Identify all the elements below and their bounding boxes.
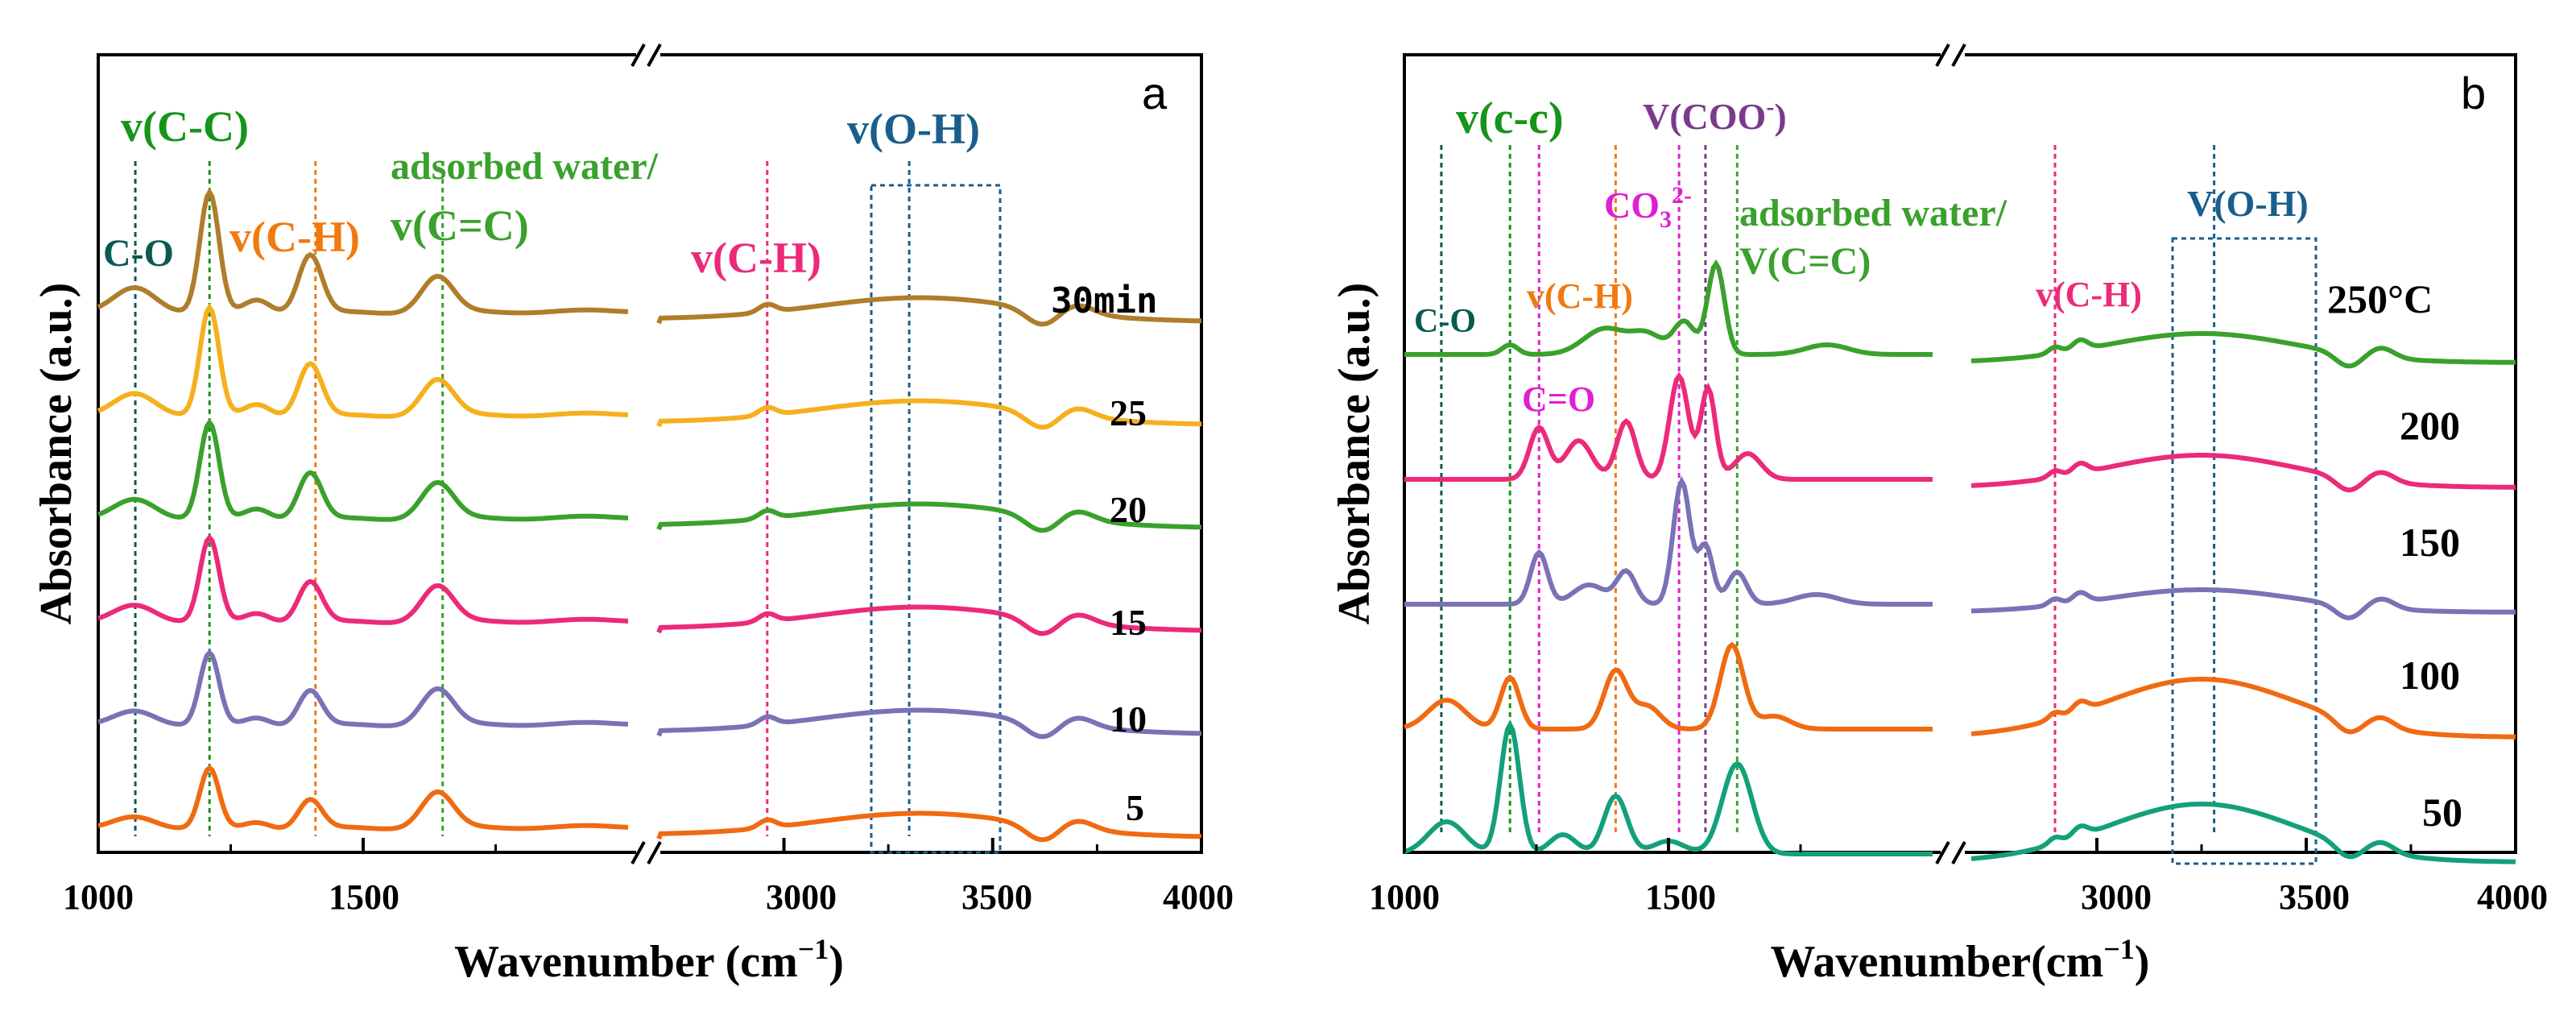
panel-b-annotation-oh: V(O-H): [2187, 183, 2309, 224]
panel-a-label-15: 15: [1110, 602, 1147, 643]
panel-b-annotation-co3-main: CO: [1604, 184, 1660, 226]
panel-b-annotation-cdc: V(C=C): [1739, 240, 1871, 283]
panel-b-tick-4000: 4000: [2477, 877, 2548, 917]
panel-a-tick-3000: 3000: [766, 877, 837, 917]
panel-a-annotation-oh: v(O-H): [847, 105, 980, 153]
b-series-3-right: [1970, 677, 2516, 740]
a-series-4-left: [97, 649, 629, 728]
a-series-2-left: [97, 418, 629, 522]
panel-b-ylabel: Absorbance (a.u.): [1329, 283, 1379, 625]
b-series-3-left: [1404, 641, 1933, 732]
panel-a-tick-4000: 4000: [1163, 877, 1234, 917]
a-series-0-left: [97, 187, 629, 316]
panel-a-annotation-ch: v(C-H): [229, 213, 360, 261]
panel-a-annotation-cdc: v(C=C): [391, 201, 529, 250]
panel-a-label-25: 25: [1110, 392, 1147, 433]
panel-a-label-10: 10: [1110, 698, 1147, 740]
panel-a-xlabel-main: Wavenumber (cm: [454, 937, 798, 987]
panel-a-tick-1000: 1000: [63, 877, 134, 917]
a-series-4-right: [656, 707, 1201, 740]
panel-b-series: [1404, 259, 2516, 864]
panel-b-tick-3500: 3500: [2279, 877, 2350, 917]
panel-a: C-O v(C-C) v(C-H) adsorbed water/ v(C=C)…: [31, 44, 1234, 987]
b-series-1-right: [1970, 453, 2516, 493]
panel-a-ticks: [97, 838, 1203, 852]
b-series-2-left: [1404, 475, 1933, 607]
panel-b-label-250: 250°C: [2327, 276, 2433, 321]
panel-a-annotation-ch2: v(C-H): [691, 234, 821, 282]
panel-a-break-mark-top: [631, 44, 662, 67]
panel-b-tick-3000: 3000: [2081, 877, 2152, 917]
a-series-1-left: [97, 303, 629, 419]
a-series-5-right: [656, 810, 1201, 843]
b-series-1-left: [1404, 371, 1933, 482]
b-series-0-left: [1404, 259, 1933, 357]
panel-b: C-O v(c-c) v(C-H) C=O CO32- V(COO-) adso…: [1329, 44, 2548, 987]
panel-a-label-20: 20: [1110, 489, 1147, 530]
panel-b-label-100: 100: [2400, 653, 2460, 698]
panel-b-label-50: 50: [2422, 790, 2462, 835]
panel-a-break-mark-bottom: [631, 841, 662, 864]
b-series-4-left: [1404, 719, 1933, 856]
panel-b-annotation-cc: v(c-c): [1456, 93, 1564, 143]
a-series-2-right: [656, 501, 1201, 533]
panel-b-tick-1000: 1000: [1369, 877, 1440, 917]
panel-a-label-30min: 30min: [1051, 280, 1157, 321]
panel-b-break-mark-top: [1935, 44, 1966, 67]
panel-b-letter: b: [2461, 68, 2486, 118]
panel-b-annotation-coo-main: V(COO: [1643, 96, 1766, 137]
panel-b-xlabel-main: Wavenumber(cm: [1771, 937, 2104, 987]
panel-a-xlabel: Wavenumber (cm−1): [454, 933, 844, 987]
panel-a-tick-1500: 1500: [329, 877, 399, 917]
panel-a-xlabel-end: ): [829, 937, 844, 987]
panel-a-series: [97, 187, 1201, 843]
panel-b-oh-box: [2171, 237, 2318, 865]
panel-a-label-5: 5: [1126, 787, 1144, 828]
panel-b-label-150: 150: [2400, 520, 2460, 565]
panel-b-ticks: [1403, 838, 2517, 852]
panel-b-annotation-coo-end: ): [1774, 96, 1786, 137]
b-series-4-right: [1970, 802, 2516, 864]
panel-a-annotation-water: adsorbed water/: [391, 145, 659, 188]
panel-b-xlabel-sup: −1: [2103, 933, 2135, 965]
panel-b-annotation-co3-sub: 3: [1660, 206, 1672, 233]
panel-a-tick-3500: 3500: [961, 877, 1032, 917]
a-series-0-right: [656, 295, 1201, 327]
panel-b-annotation-ch2: v(C-H): [2036, 275, 2142, 314]
panel-b-annotation-water: adsorbed water/: [1739, 192, 2007, 234]
panel-b-label-200: 200: [2400, 403, 2460, 448]
b-series-2-right: [1970, 587, 2516, 620]
panel-a-letter: a: [1142, 68, 1168, 118]
panel-b-annotation-co3: CO32-: [1604, 182, 1692, 233]
b-series-0-right: [1970, 331, 2516, 369]
a-series-5-left: [97, 765, 629, 831]
panel-a-annotation-co: C-O: [103, 232, 174, 275]
panel-b-annotation-coo: V(COO-): [1643, 93, 1787, 137]
panel-b-annotation-ch: v(C-H): [1527, 276, 1633, 316]
panel-b-annotation-coo-sup: -: [1766, 93, 1774, 120]
a-series-3-left: [97, 533, 629, 625]
panel-b-xlabel: Wavenumber(cm−1): [1771, 933, 2150, 987]
a-series-1-right: [656, 398, 1201, 430]
panel-b-annotation-cdo: C=O: [1522, 379, 1595, 419]
panel-a-annotation-cc: v(C-C): [121, 102, 249, 151]
panel-a-xlabel-sup: −1: [798, 933, 829, 965]
panel-a-oh-box: [870, 184, 1002, 854]
a-series-3-right: [656, 604, 1201, 636]
panel-b-tick-1500: 1500: [1645, 877, 1716, 917]
panel-a-ylabel: Absorbance (a.u.): [31, 283, 81, 625]
panel-b-break-mark-bottom: [1935, 841, 1966, 864]
panel-b-annotation-co: C-O: [1414, 303, 1476, 340]
panel-b-annotation-co3-sup: 2-: [1672, 182, 1692, 209]
panel-b-xlabel-end: ): [2135, 937, 2150, 987]
